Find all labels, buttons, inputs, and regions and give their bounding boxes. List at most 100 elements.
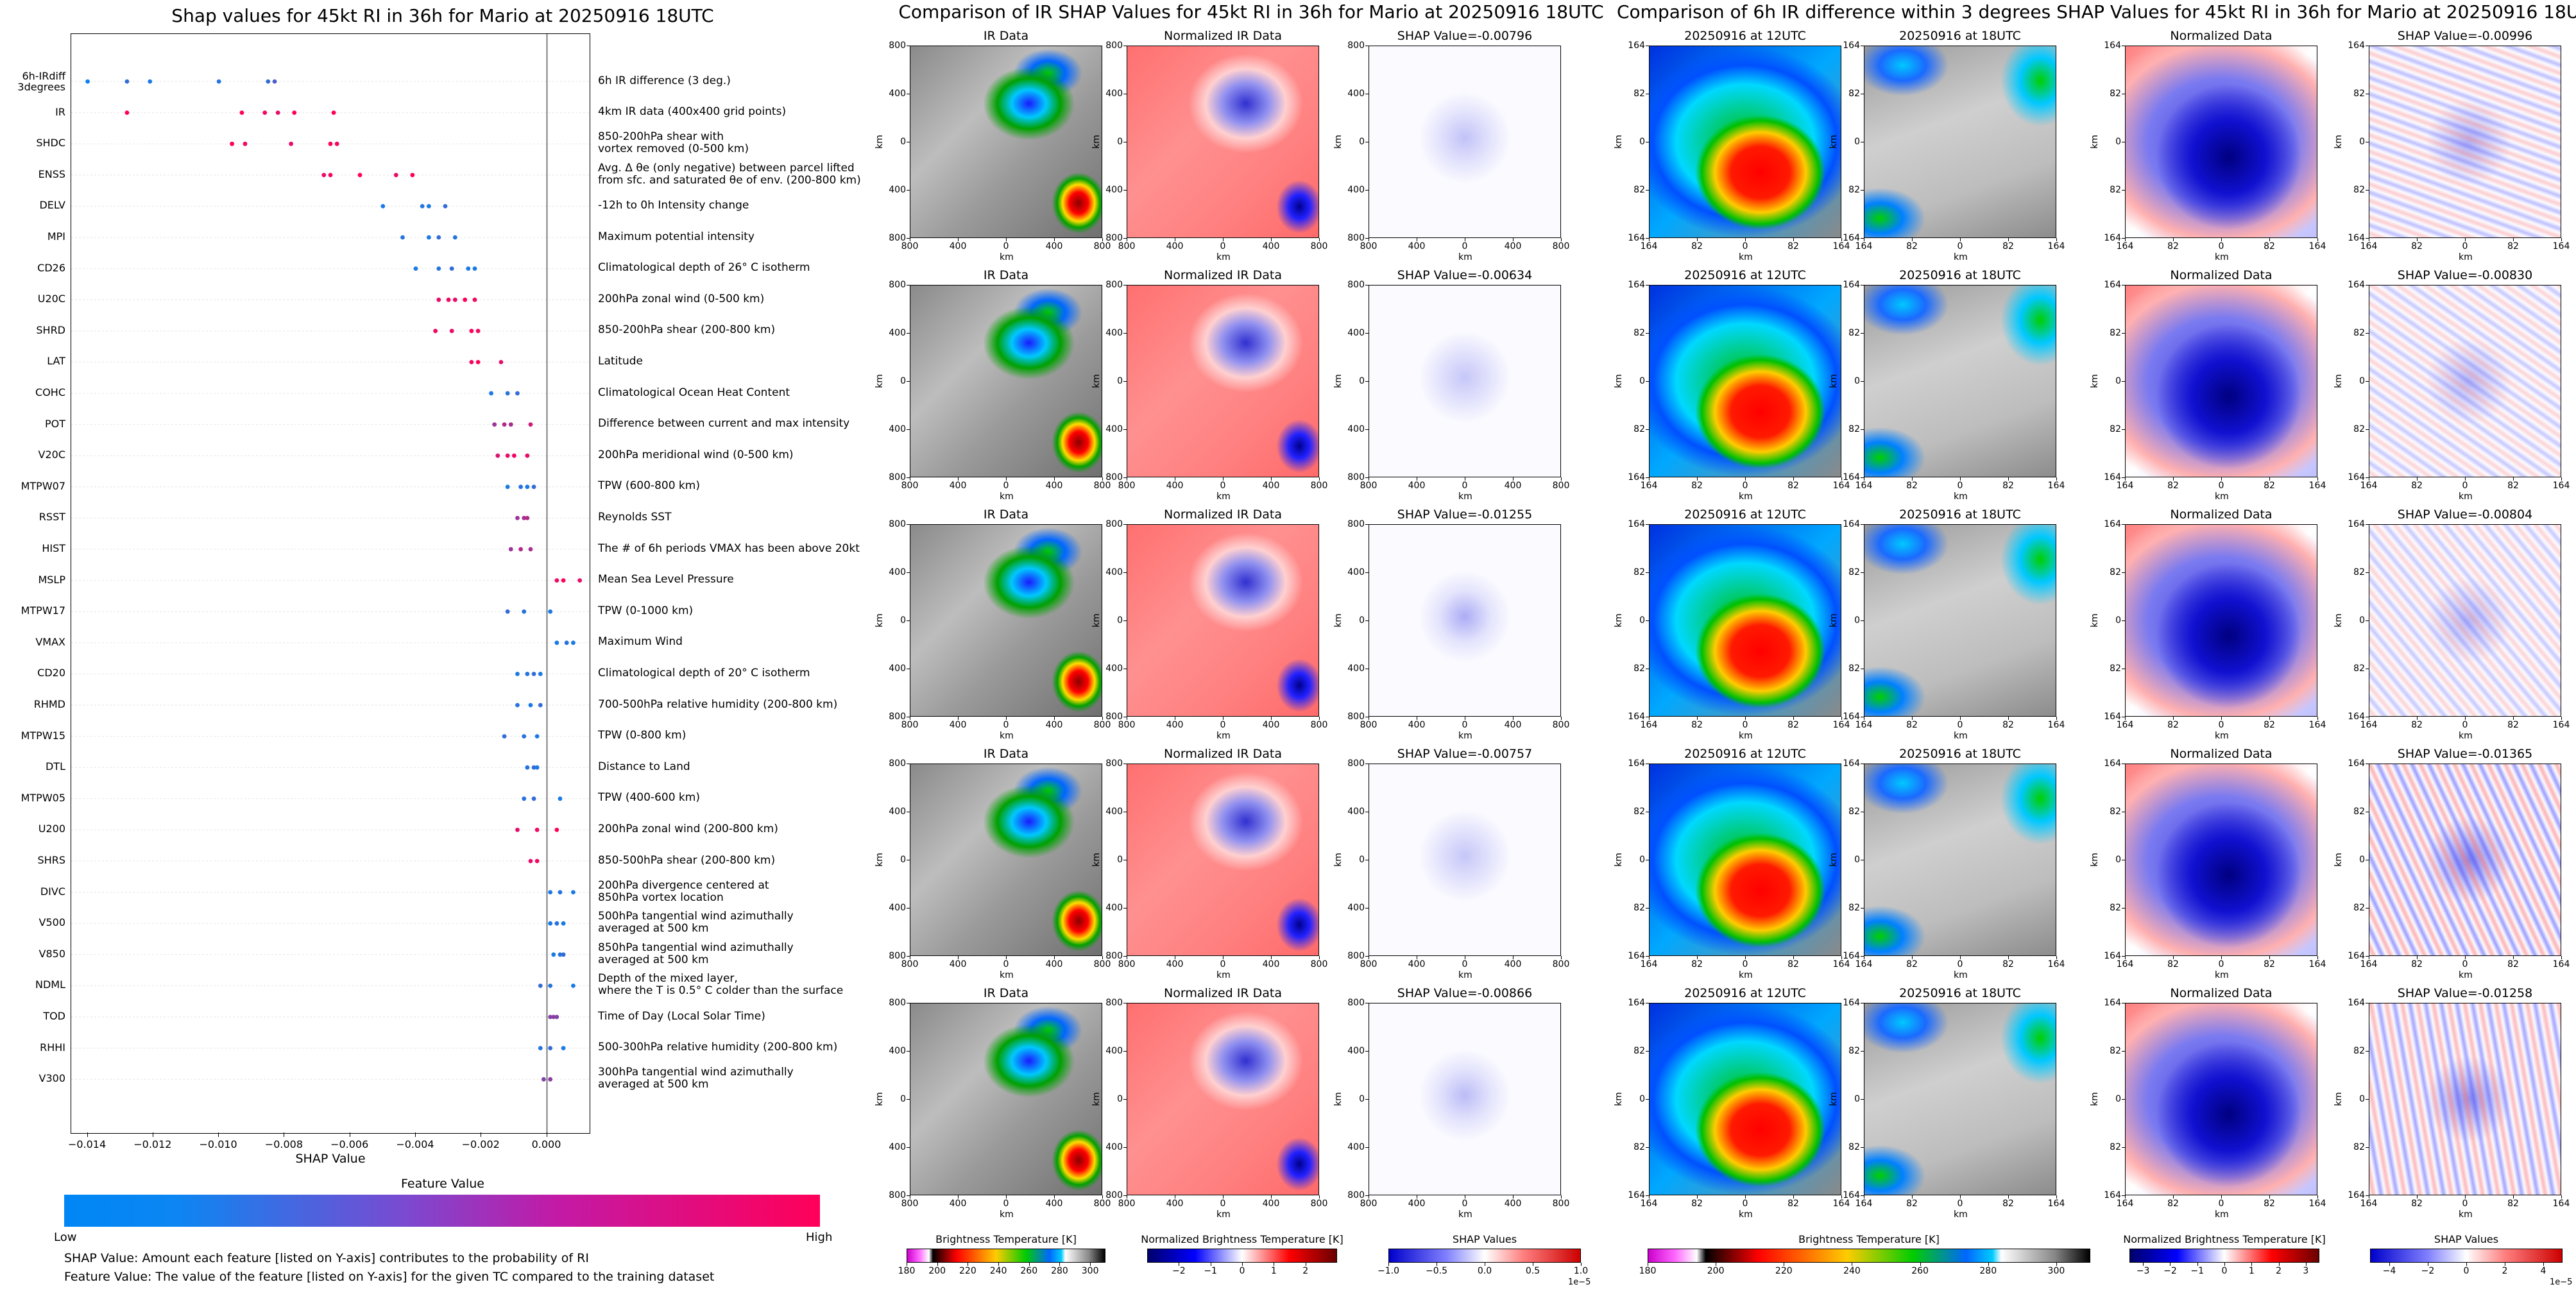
- x-tick-mark: [87, 1132, 88, 1137]
- x-tick-label: 800: [1552, 481, 1570, 491]
- shap-point: [508, 422, 513, 427]
- x-tick-label: 400: [1166, 481, 1184, 491]
- y-tick-label: 164: [1843, 233, 1860, 243]
- y-tick-label: 800: [889, 280, 906, 290]
- y-tick-label: 800: [889, 233, 906, 243]
- x-tick-label: 82: [1691, 720, 1703, 730]
- shap-point: [528, 703, 533, 708]
- x-axis-label: km: [1216, 491, 1231, 502]
- shap-point: [449, 266, 454, 271]
- x-axis-label: km: [1458, 252, 1472, 262]
- y-tick-label: 800: [889, 998, 906, 1008]
- x-tick-mark: [2173, 956, 2174, 959]
- y-tick-mark: [1123, 1195, 1127, 1196]
- shap-point: [410, 173, 415, 178]
- y-tick-mark: [1861, 1147, 1864, 1148]
- y-tick-label: 800: [1347, 280, 1365, 290]
- x-tick-mark: [2269, 1195, 2270, 1199]
- x-tick-label: 82: [2264, 241, 2275, 252]
- ir-image-panel: [1127, 46, 1319, 238]
- x-tick-mark: [1319, 477, 1320, 481]
- feature-label: DTL: [45, 760, 65, 773]
- colorbar-tick-label: 1.0: [1573, 1266, 1589, 1276]
- shap-point: [511, 453, 516, 458]
- shap-point: [528, 422, 533, 427]
- colorbar-tick-label: 220: [959, 1266, 977, 1276]
- colorbar-tick-label: 300: [1081, 1266, 1099, 1276]
- y-tick-label: 0: [900, 855, 906, 865]
- x-tick-mark: [1960, 477, 1961, 481]
- y-axis-label: km: [1613, 613, 1624, 627]
- x-tick-label: 0: [1742, 481, 1748, 491]
- x-tick-mark: [1223, 1195, 1224, 1199]
- colorbar-gradient: [1147, 1249, 1337, 1263]
- y-tick-label: 400: [889, 903, 906, 913]
- y-tick-label: 164: [2348, 712, 2365, 722]
- colorbar-tick-label: 200: [928, 1266, 946, 1276]
- y-tick-label: 82: [2110, 567, 2121, 577]
- x-tick-mark: [2561, 956, 2562, 959]
- y-tick-mark: [1861, 572, 1864, 573]
- shap-point: [393, 173, 398, 178]
- y-tick-label: 800: [1347, 472, 1365, 482]
- x-tick-label: 800: [1310, 959, 1328, 969]
- x-tick-mark: [958, 238, 959, 241]
- x-tick-mark: [1649, 477, 1650, 481]
- x-tick-mark: [1960, 238, 1961, 241]
- feature-label: MPI: [47, 230, 65, 243]
- x-tick-label: −0.010: [199, 1138, 237, 1150]
- y-tick-label: 82: [1633, 424, 1645, 434]
- y-tick-label: 400: [1105, 1142, 1123, 1152]
- shap-value-eq: =: [1467, 747, 1478, 761]
- y-tick-label: 82: [1848, 1046, 1860, 1056]
- y-tick-label: 82: [1633, 1046, 1645, 1056]
- colorbar-tick-label: 0.5: [1525, 1266, 1540, 1276]
- feature-description: TPW (400-600 km): [598, 791, 700, 805]
- y-tick-mark: [1646, 956, 1649, 957]
- colorbar-tick-label: 240: [989, 1266, 1007, 1276]
- colorbar-tick-mark: [2197, 1263, 2198, 1266]
- feature-description: 700-500hPa relative humidity (200-800 km…: [598, 697, 838, 711]
- y-tick-label: 400: [1347, 328, 1365, 338]
- colorbar-tick-mark: [2170, 1263, 2171, 1266]
- feature-label: MTPW07: [21, 479, 65, 492]
- irdiff-panel-title: 20250916 at 12UTC: [1684, 29, 1806, 43]
- shap-point: [518, 484, 524, 490]
- x-tick-mark: [1912, 717, 1913, 720]
- x-tick-mark: [1912, 477, 1913, 481]
- x-tick-mark: [1054, 717, 1055, 720]
- x-tick-label: −0.002: [461, 1138, 500, 1150]
- colorbar-tick-label: −3: [2136, 1266, 2150, 1276]
- shap-point: [531, 484, 536, 490]
- feature-description: Reynolds SST: [598, 510, 672, 524]
- y-tick-label: 400: [1347, 1142, 1365, 1152]
- x-tick-mark: [1319, 717, 1320, 720]
- y-tick-label: 164: [2348, 472, 2365, 482]
- shap-point: [534, 858, 540, 864]
- shap-point: [561, 1046, 566, 1050]
- x-tick-mark: [2056, 1195, 2057, 1199]
- y-tick-mark: [1646, 429, 1649, 430]
- shap-point: [475, 360, 481, 364]
- y-tick-label: 0: [900, 615, 906, 626]
- y-tick-mark: [1123, 1147, 1127, 1148]
- x-tick-mark: [2513, 717, 2514, 720]
- y-tick-label: 82: [2110, 1046, 2121, 1056]
- x-tick-label: 82: [1787, 241, 1799, 252]
- y-tick-label: 82: [1633, 903, 1645, 913]
- shap-point: [561, 921, 566, 926]
- y-tick-label: 0: [1359, 1094, 1365, 1104]
- y-axis-label: km: [2089, 613, 2100, 627]
- ir-panel-title: Normalized IR Data: [1164, 268, 1282, 282]
- x-tick-label: 0: [1742, 1199, 1748, 1209]
- feature-label: NDML: [35, 978, 65, 991]
- shap-point: [289, 141, 294, 146]
- ir-image-panel: [1369, 285, 1561, 477]
- y-tick-mark: [907, 572, 910, 573]
- feature-label: DIVC: [40, 885, 65, 898]
- feature-label: TOD: [43, 1010, 65, 1022]
- y-tick-mark: [1646, 333, 1649, 334]
- y-tick-mark: [1646, 908, 1649, 909]
- x-tick-mark: [2056, 717, 2057, 720]
- x-tick-label: −0.008: [264, 1138, 303, 1150]
